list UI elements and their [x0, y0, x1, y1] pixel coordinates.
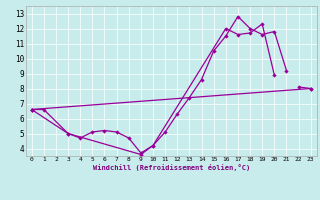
- X-axis label: Windchill (Refroidissement éolien,°C): Windchill (Refroidissement éolien,°C): [92, 164, 250, 171]
